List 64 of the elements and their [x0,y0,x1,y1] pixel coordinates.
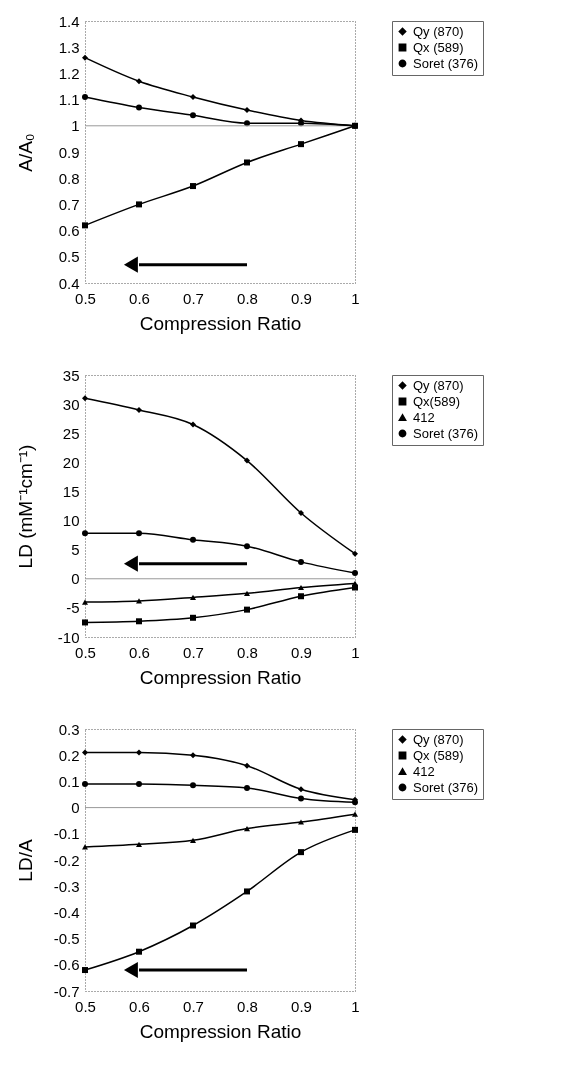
legend-label: Qx(589) [413,393,460,409]
y-tick-label: -0.2 [53,851,80,869]
y-tick-label: 1.4 [58,12,80,30]
y-tick-label: -0.3 [53,877,80,895]
y-tick-label: 0 [71,570,80,588]
y-tick-label: -0.4 [53,903,80,921]
y-tick-label: 0.6 [58,222,80,240]
y-tick-label: 15 [62,482,80,500]
y-tick-label: -5 [66,599,80,617]
y-tick-label: 30 [62,395,80,413]
x-tick-label: 0.9 [291,997,312,1015]
legend-label: Qy (870) [413,377,464,393]
y-tick-label: 0.2 [58,746,80,764]
x-tick-label: 0.8 [237,643,258,661]
x-axis-title: Compression Ratio [139,1020,302,1042]
x-tick-label: 0.6 [129,997,150,1015]
legend-label: Qx (589) [413,39,464,55]
y-tick-label: 0.3 [58,720,80,738]
y-tick-label: 5 [71,541,80,559]
y-tick-label: -10 [57,628,80,646]
x-tick-label: 1 [351,997,360,1015]
x-tick-label: 0.7 [183,997,204,1015]
y-tick-label: 0.4 [58,274,80,292]
y-tick-label: 0 [71,799,80,817]
x-tick-label: 0.7 [183,643,204,661]
y-tick-label: -0.7 [53,982,80,1000]
legend-label: Qy (870) [413,23,464,39]
legend-label: 412 [413,763,435,779]
y-tick-label: -0.6 [53,956,80,974]
x-tick-label: 0.9 [291,289,312,307]
y-axis-title: LD/A [14,839,36,882]
y-tick-label: -0.5 [53,930,80,948]
y-tick-label: 0.8 [58,169,80,187]
x-tick-label: 0.6 [129,289,150,307]
y-tick-label: -0.1 [53,825,80,843]
x-tick-label: 0.8 [237,997,258,1015]
x-tick-label: 1 [351,289,360,307]
legend-label: Qy (870) [413,731,464,747]
y-tick-label: 1.1 [58,91,80,109]
y-tick-label: 25 [62,424,80,442]
x-tick-label: 0.6 [129,643,150,661]
legend-label: Soret (376) [413,779,479,795]
x-tick-label: 1 [351,643,360,661]
y-axis-title: LD (mM⁻¹cm⁻¹) [14,444,36,569]
y-tick-label: 1.3 [58,38,80,56]
legend-label: Soret (376) [413,425,479,441]
y-tick-label: 1 [71,117,80,135]
legend-label: 412 [413,409,435,425]
y-tick-label: 0.1 [58,772,80,790]
x-tick-label: 0.8 [237,289,258,307]
x-axis-title: Compression Ratio [139,666,302,688]
y-tick-label: 35 [62,366,80,384]
x-tick-label: 0.7 [183,289,204,307]
x-axis-title: Compression Ratio [139,312,302,334]
y-tick-label: 1.2 [58,64,80,82]
y-tick-label: 0.5 [58,248,80,266]
legend-label: Soret (376) [413,55,479,71]
y-tick-label: 20 [62,453,80,471]
x-tick-label: 0.9 [291,643,312,661]
legend-label: Qx (589) [413,747,464,763]
y-axis-title: A/A₀ [14,133,36,172]
y-tick-label: 0.7 [58,195,80,213]
y-tick-label: 0.9 [58,143,80,161]
y-tick-label: 10 [62,512,80,530]
